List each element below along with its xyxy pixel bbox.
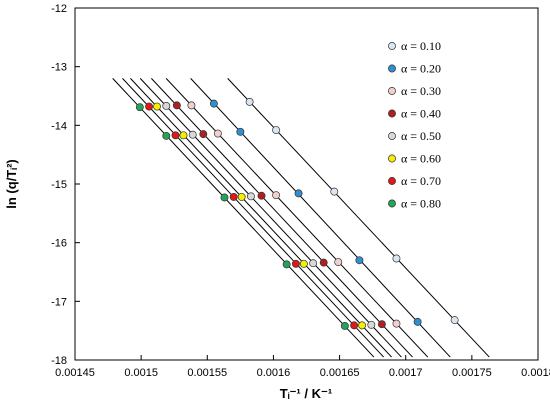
legend-label-3: α = 0.40 <box>401 107 441 121</box>
fit-line-3 <box>150 78 413 358</box>
y-tick-label-1: -13 <box>51 62 67 74</box>
point-s0-1 <box>272 126 281 134</box>
point-s1-1 <box>236 127 245 136</box>
point-s4-3 <box>309 259 318 268</box>
legend-marker-2 <box>388 87 396 95</box>
fit-lines <box>112 78 490 358</box>
point-s2-0 <box>187 101 196 110</box>
point-s3-2 <box>257 191 266 200</box>
x-tick-label-0: 0.00145 <box>55 367 95 379</box>
legend-label-7: α = 0.80 <box>401 197 441 211</box>
point-s4-4 <box>367 320 376 329</box>
point-s3-3 <box>319 258 328 267</box>
fit-line-6 <box>122 78 385 358</box>
y-tick-label-2: -14 <box>51 120 67 132</box>
x-tick-label-3: 0.0016 <box>257 367 291 379</box>
point-s2-3 <box>334 258 343 266</box>
point-s7-4 <box>340 322 349 330</box>
legend-marker-3 <box>388 109 396 118</box>
point-s0-3 <box>392 254 401 263</box>
fit-line-0 <box>227 78 490 358</box>
point-s7-3 <box>282 260 291 269</box>
point-s6-3 <box>291 259 300 268</box>
legend-marker-6 <box>388 177 396 185</box>
plot-area <box>74 7 539 361</box>
legend-marker-1 <box>388 64 396 73</box>
data-points <box>135 97 459 330</box>
point-s1-4 <box>413 317 422 326</box>
point-s4-0 <box>162 102 171 110</box>
x-tick-label-6: 0.00175 <box>452 367 492 379</box>
x-tick-label-5: 0.0017 <box>389 367 423 379</box>
point-s7-2 <box>220 193 229 202</box>
legend-marker-7 <box>388 199 396 208</box>
point-s2-1 <box>213 129 222 138</box>
y-tick-label-4: -16 <box>51 238 67 250</box>
point-s7-0 <box>135 103 144 112</box>
point-s6-2 <box>229 192 238 201</box>
point-s3-4 <box>377 320 386 329</box>
point-s4-1 <box>188 130 197 139</box>
y-tick-label-6: -18 <box>51 355 67 367</box>
y-tick-label-0: -12 <box>51 3 67 15</box>
point-s5-3 <box>299 259 308 268</box>
point-s3-0 <box>172 101 181 110</box>
point-s6-4 <box>350 321 359 330</box>
y-tick-label-3: -15 <box>51 179 67 191</box>
point-s1-0 <box>209 99 218 108</box>
fit-line-1 <box>190 78 451 358</box>
legend-label-1: α = 0.20 <box>401 62 441 76</box>
legend-label-0: α = 0.10 <box>401 39 441 53</box>
point-s1-3 <box>355 256 364 265</box>
point-s2-4 <box>392 319 401 328</box>
x-tick-label-7: 0.0018 <box>521 367 550 379</box>
legend-label-4: α = 0.50 <box>401 129 441 143</box>
point-s6-1 <box>171 131 180 140</box>
y-tick-label-5: -17 <box>51 296 67 308</box>
point-s4-2 <box>246 192 255 201</box>
legend-label-2: α = 0.30 <box>401 84 441 98</box>
legend-marker-5 <box>388 154 396 163</box>
point-s2-2 <box>272 191 281 200</box>
point-s5-1 <box>179 131 188 140</box>
axes: 0.00145 0.0015 0.00155 0.0016 0.00165 0.0017 0… <box>51 3 550 379</box>
legend-label-5: α = 0.60 <box>401 152 441 166</box>
x-axis-title: Tᵢ⁻¹ / K⁻¹ <box>280 386 332 401</box>
x-tick-label-2: 0.00155 <box>187 367 227 379</box>
point-s6-0 <box>145 102 154 111</box>
fit-line-2 <box>165 78 429 358</box>
fit-line-7 <box>112 78 375 358</box>
point-s5-2 <box>237 192 246 201</box>
y-axis-title: ln (q/Tᵢ²) <box>4 159 19 208</box>
point-s3-1 <box>199 130 208 139</box>
x-tick-label-4: 0.00165 <box>320 367 360 379</box>
point-s1-2 <box>294 189 303 198</box>
legend-label-6: α = 0.70 <box>401 174 441 188</box>
point-s0-2 <box>330 187 339 196</box>
point-s5-4 <box>358 321 367 330</box>
fit-line-4 <box>139 78 402 358</box>
legend: α = 0.10 α = 0.20 α = 0.30 α = 0.40 α = 0.50… <box>388 39 441 211</box>
point-s0-0 <box>245 97 254 106</box>
point-s7-1 <box>162 131 171 140</box>
x-tick-label-1: 0.0015 <box>124 367 158 379</box>
legend-marker-4 <box>388 132 396 140</box>
point-s0-4 <box>450 316 459 325</box>
point-s5-0 <box>153 102 161 111</box>
fit-line-5 <box>130 78 392 358</box>
legend-marker-0 <box>388 42 396 50</box>
